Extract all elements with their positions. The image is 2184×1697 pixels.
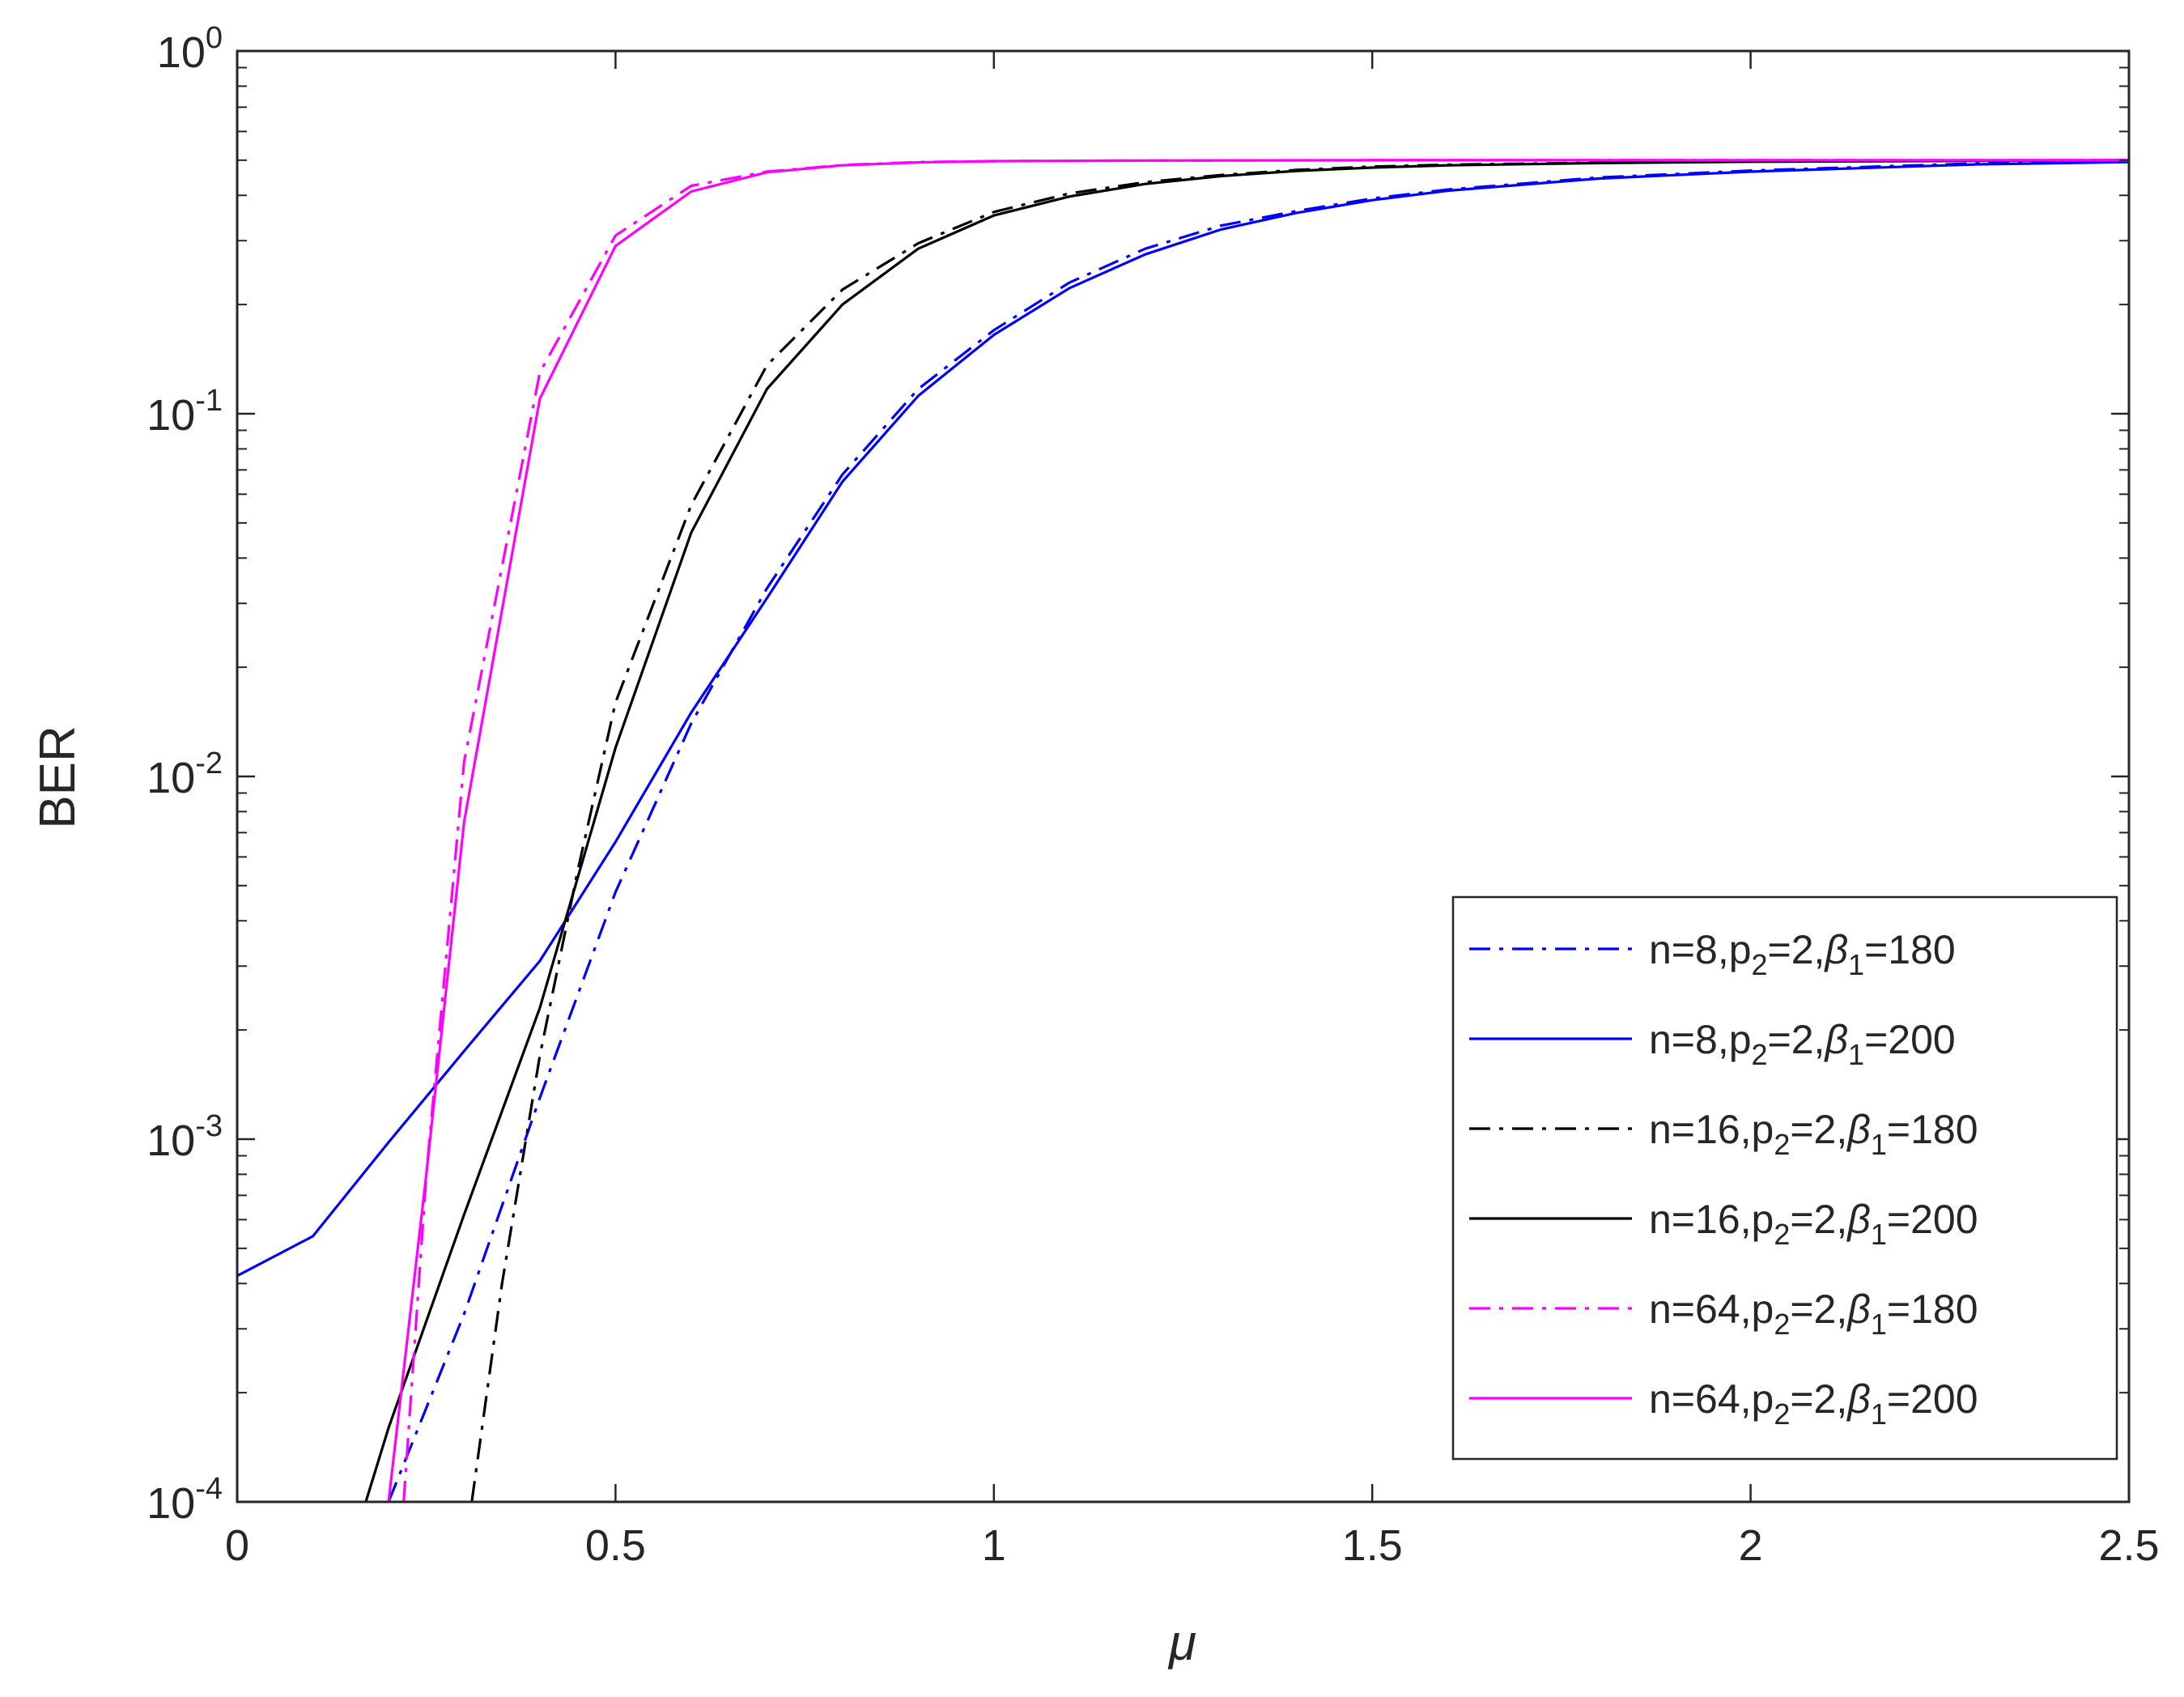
x-tick-label: 2 [1739, 1521, 1763, 1570]
series-line-1 [387, 159, 2129, 1502]
series-layer [237, 159, 2129, 1502]
legend-box [1451, 895, 2118, 1461]
x-tick-label: 0 [225, 1521, 249, 1570]
x-tick-label: 1 [982, 1521, 1006, 1570]
x-tick-label: 0.5 [585, 1521, 646, 1570]
series-line-2 [237, 160, 2129, 1278]
x-tick-label: 1.5 [1342, 1521, 1403, 1570]
series-line-6 [387, 159, 2129, 1502]
legend-label-4: n=16,p2=2,β1=200 [1649, 1197, 1978, 1251]
y-tick-label: 10-3 [147, 1109, 223, 1165]
legend-label-3: n=16,p2=2,β1=180 [1649, 1107, 1978, 1161]
series-line-4 [364, 159, 2129, 1502]
y-tick-label: 10-2 [147, 746, 223, 802]
legend-label-1: n=8,p2=2,β1=180 [1649, 927, 1956, 981]
x-axis-label: μ [1167, 1615, 1196, 1671]
legend: n=8,p2=2,β1=180 n=8,p2=2,β1=200 n=16,p2=2,… [1451, 895, 2118, 1461]
y-tick-label: 10-1 [147, 384, 223, 440]
y-tick-label: 10-4 [147, 1472, 223, 1528]
legend-label-2: n=8,p2=2,β1=200 [1649, 1017, 1956, 1071]
y-tick-label: 100 [157, 21, 223, 77]
x-tick-label: 2.5 [2098, 1521, 2159, 1570]
y-axis-label: BER [30, 725, 86, 828]
axis-layer: 0 0.5 1 1.5 2 2.5 10-4 10-3 10-2 10-1 100 [147, 21, 2159, 1570]
legend-label-5: n=64,p2=2,β1=180 [1649, 1287, 1978, 1341]
legend-label-6: n=64,p2=2,β1=200 [1649, 1376, 1978, 1431]
